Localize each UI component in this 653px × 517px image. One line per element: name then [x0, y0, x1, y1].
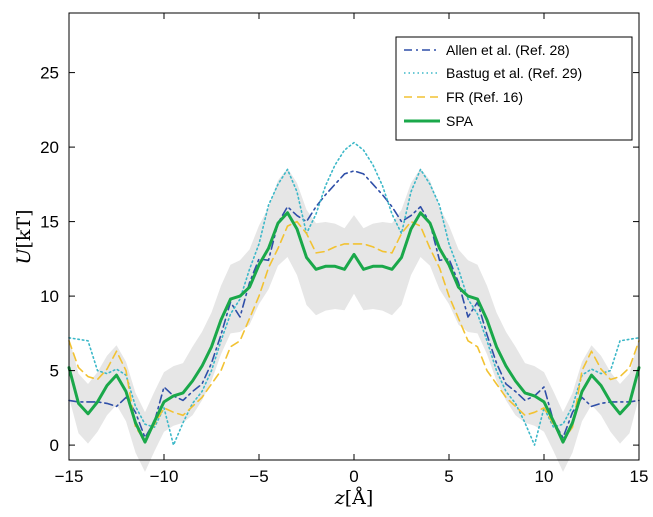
x-tick-label: 0 — [349, 467, 358, 486]
series-line-bastug — [68, 141, 640, 446]
legend-label-spa: SPA — [446, 113, 474, 129]
y-tick-label: 0 — [50, 436, 59, 455]
legend-label-fr: FR (Ref. 16) — [446, 89, 523, 105]
y-axis-variable: U — [13, 248, 35, 265]
uncertainty-band — [69, 168, 639, 472]
y-tick-label: 5 — [50, 362, 59, 381]
x-tick-label: 15 — [630, 467, 649, 486]
legend-label-bastug: Bastug et al. (Ref. 29) — [446, 65, 582, 81]
y-tick-label: 15 — [40, 213, 59, 232]
series-line-allen — [68, 170, 640, 439]
uncertainty-band-layer — [69, 168, 639, 472]
y-tick-label: 25 — [40, 64, 59, 83]
x-ticks: −15 −10 −5 0 5 10 15 — [55, 13, 649, 486]
x-tick-label: −5 — [249, 467, 268, 486]
y-axis-title: U[kT] — [13, 209, 35, 264]
x-tick-label: −10 — [150, 467, 179, 486]
x-axis-variable: z — [334, 487, 346, 509]
x-axis-unit: [Å] — [345, 487, 374, 509]
x-axis-title: z[Å] — [334, 487, 374, 509]
series-line-spa — [67, 211, 641, 444]
x-tick-label: 5 — [444, 467, 453, 486]
x-tick-label: 10 — [535, 467, 554, 486]
y-tick-label: 20 — [40, 138, 59, 157]
y-axis-unit: [kT] — [13, 209, 35, 248]
series-layer — [67, 141, 641, 446]
series-line-fr — [68, 220, 640, 442]
y-tick-label: 10 — [40, 287, 59, 306]
legend-label-allen: Allen et al. (Ref. 28) — [446, 42, 570, 58]
y-ticks: 0 5 10 15 20 25 — [40, 64, 639, 455]
x-tick-label: −15 — [55, 467, 84, 486]
legend: Allen et al. (Ref. 28) Bastug et al. (Re… — [395, 36, 633, 141]
legend-box — [395, 36, 633, 141]
